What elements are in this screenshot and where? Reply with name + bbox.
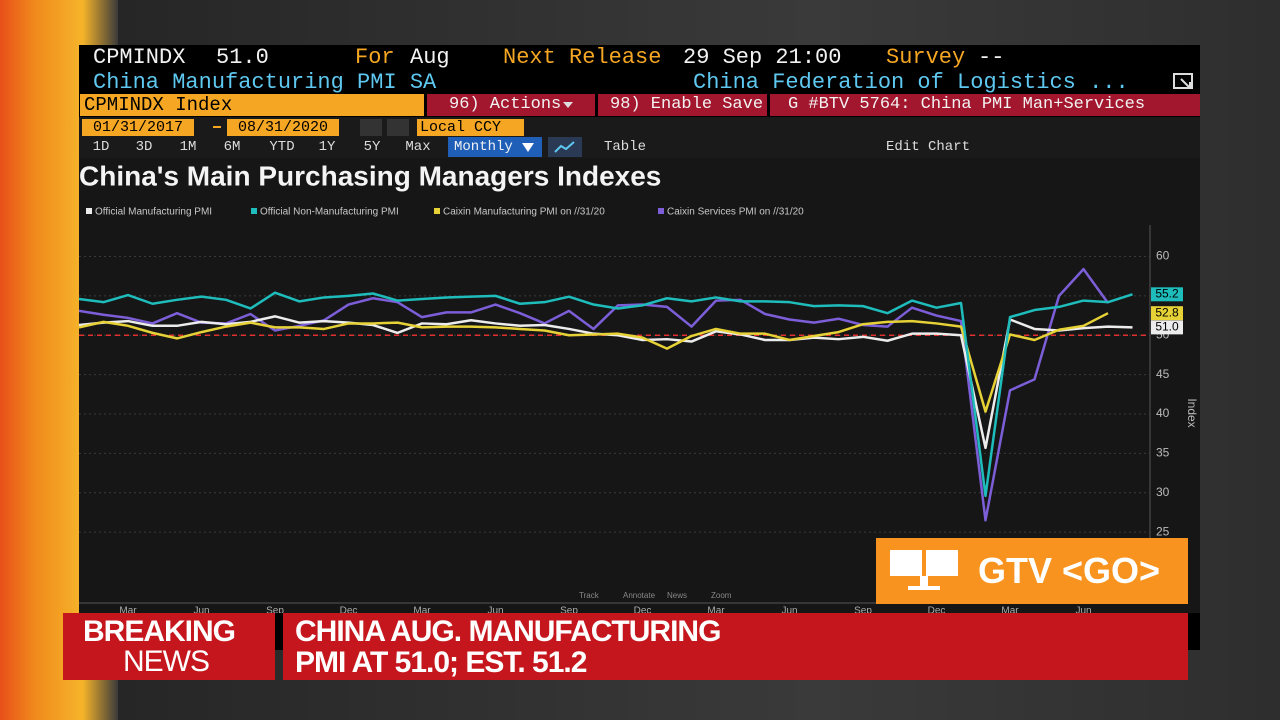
gtv-overlay: GTV <GO> [876, 538, 1188, 604]
legend-label: Official Non-Manufacturing PMI [260, 207, 399, 218]
legend-label: Caixin Manufacturing PMI on //31/20 [443, 207, 605, 218]
chart-control: Annotate [623, 591, 656, 600]
source: China Federation of Logistics ... [693, 70, 1129, 95]
breaking-tag: BREAKING NEWS [63, 613, 275, 680]
frequency-button[interactable]: Monthly [448, 137, 542, 157]
page-label: G #BTV 5764: China PMI Man+Services [788, 95, 1146, 114]
headline-box: CHINA AUG. MANUFACTURING PMI AT 51.0; ES… [283, 613, 1188, 680]
y-tick-label: 35 [1156, 446, 1170, 460]
x-tick-label: Dec [340, 606, 358, 613]
series-line [79, 291, 1133, 498]
period-button[interactable]: 1M [179, 139, 197, 155]
series-line [79, 267, 1110, 522]
y-tick-label: 60 [1156, 249, 1170, 263]
period-button[interactable]: Max [405, 139, 431, 155]
x-tick-label: Sep [854, 606, 872, 613]
frequency-label: Monthly [454, 139, 513, 155]
last-value-label: 52.8 [1155, 305, 1179, 319]
monitor-icon [890, 550, 958, 590]
legend-label: Caixin Services PMI on //31/20 [667, 207, 804, 218]
dropdown-icon [563, 102, 573, 108]
period-button[interactable]: YTD [269, 139, 295, 155]
x-tick-label: Mar [1001, 606, 1019, 613]
dropdown-icon [522, 143, 534, 152]
last-value-box [1151, 320, 1183, 335]
currency-field[interactable]: Local CCY [417, 119, 524, 136]
save-button[interactable]: 98) Enable Save [598, 94, 767, 116]
legend-swatch [251, 208, 257, 214]
headline-line-1: CHINA AUG. MANUFACTURING [295, 615, 721, 648]
legend-swatch [658, 208, 664, 214]
next-label: Next Release [503, 45, 662, 70]
x-tick-label: Sep [560, 606, 578, 613]
chart-control: News [667, 591, 687, 600]
for-value: Aug [410, 45, 450, 70]
y-tick-label: 40 [1156, 406, 1170, 420]
popout-icon[interactable] [1172, 72, 1196, 92]
x-tick-label: Dec [634, 606, 652, 613]
y-tick-label: 25 [1156, 524, 1170, 538]
last-value-box [1151, 306, 1183, 321]
legend-label: Official Manufacturing PMI [95, 207, 212, 218]
save-label: 98) Enable Save [610, 95, 764, 114]
last-value-box [1151, 287, 1183, 302]
y-tick-label: 45 [1156, 367, 1170, 381]
tag-line-1: BREAKING [83, 615, 236, 648]
x-tick-label: Jun [487, 606, 503, 613]
gtv-text: GTV <GO> [978, 550, 1161, 591]
legend-swatch [434, 208, 440, 214]
x-tick-label: Jun [781, 606, 797, 613]
chart-control: Zoom [711, 591, 732, 600]
chart-type-button[interactable] [548, 137, 582, 157]
chart-title: China's Main Purchasing Managers Indexes [79, 160, 661, 191]
period-button[interactable]: 1D [92, 139, 110, 155]
last-value-label: 55.2 [1155, 286, 1179, 300]
x-tick-label: Dec [928, 606, 946, 613]
x-tick-label: Mar [119, 606, 137, 613]
actions-label: 96) Actions [449, 95, 562, 114]
security-name: China Manufacturing PMI SA [93, 70, 437, 95]
next-button[interactable] [387, 119, 409, 136]
x-tick-label: Jun [193, 606, 209, 613]
for-label: For [355, 45, 395, 70]
y-tick-label: 30 [1156, 485, 1170, 499]
x-tick-label: Mar [413, 606, 431, 613]
survey-label: Survey [886, 45, 966, 70]
survey-value: -- [978, 45, 1005, 70]
security-field[interactable]: CPMINDX Index [80, 94, 424, 116]
next-value: 29 Sep 21:00 [683, 45, 842, 70]
tag-line-2: NEWS [123, 645, 210, 678]
x-tick-label: Sep [266, 606, 284, 613]
legend-swatch [86, 208, 92, 214]
series-line [79, 312, 1109, 413]
actions-button[interactable]: 96) Actions [427, 94, 595, 116]
date-dash [213, 126, 221, 128]
ticker: CPMINDX [93, 45, 186, 70]
x-tick-label: Jun [1075, 606, 1091, 613]
last-value: 51.0 [216, 45, 269, 70]
headline-line-2: PMI AT 51.0; EST. 51.2 [295, 646, 587, 679]
y-axis-label: Index [1185, 398, 1199, 427]
end-date[interactable]: 08/31/2020 [227, 119, 339, 136]
period-button[interactable]: 3D [135, 139, 153, 155]
prev-button[interactable] [360, 119, 382, 136]
x-tick-label: Mar [707, 606, 725, 613]
period-button[interactable]: 6M [223, 139, 241, 155]
last-value-label: 51.0 [1155, 320, 1179, 334]
period-button[interactable]: 1Y [318, 139, 336, 155]
start-date[interactable]: 01/31/2017 [82, 119, 194, 136]
edit-chart-button[interactable]: Edit Chart [885, 139, 970, 155]
page-button[interactable]: G #BTV 5764: China PMI Man+Services [770, 94, 1200, 116]
period-button[interactable]: 5Y [363, 139, 381, 155]
chart-control: Track [579, 591, 600, 600]
table-button[interactable]: Table [603, 139, 646, 155]
